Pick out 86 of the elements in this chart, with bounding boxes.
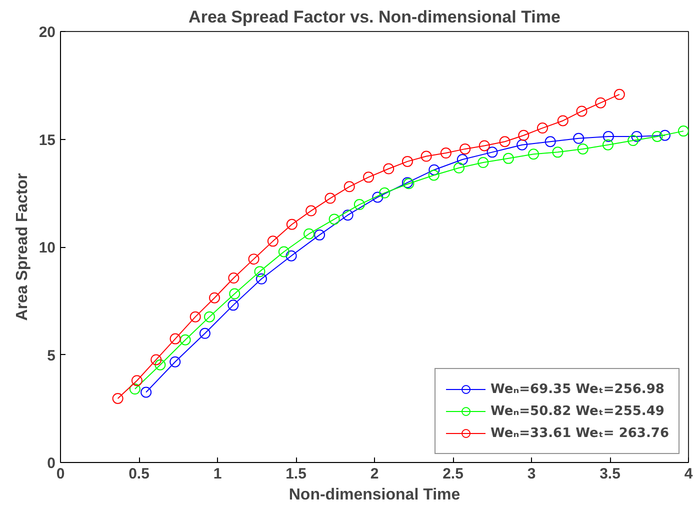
point — [328, 214, 340, 225]
point — [456, 154, 468, 165]
point — [229, 288, 240, 300]
x-tick-label: 1 — [213, 466, 222, 482]
point — [499, 136, 510, 148]
point — [140, 386, 152, 398]
legend-label: Weₙ=50.82 Weₜ=255.49 — [490, 404, 664, 418]
point — [129, 384, 140, 395]
point — [170, 333, 181, 344]
x-tick-label: 4 — [684, 466, 694, 482]
point — [254, 266, 266, 278]
point — [354, 199, 365, 210]
point — [112, 393, 124, 404]
point — [324, 192, 336, 204]
point — [344, 181, 355, 192]
point — [614, 88, 625, 100]
point — [502, 152, 514, 164]
point — [248, 254, 260, 265]
point — [402, 156, 413, 167]
point — [518, 130, 530, 141]
point — [577, 143, 588, 154]
point — [228, 300, 239, 311]
point — [652, 130, 663, 142]
legend-label: Weₙ=33.61 Weₜ= 263.76 — [490, 426, 669, 440]
y-tick-label: 10 — [38, 240, 56, 256]
x-tick-label: 3 — [527, 466, 536, 482]
point — [557, 115, 568, 126]
point — [453, 162, 464, 174]
point — [544, 136, 556, 148]
point — [180, 334, 191, 346]
point — [478, 140, 490, 152]
legend-label: Weₙ=69.35 Weₜ=256.98 — [490, 382, 664, 396]
point — [228, 272, 240, 284]
point — [286, 250, 297, 262]
point — [516, 139, 528, 150]
point — [363, 172, 374, 183]
point — [306, 205, 317, 216]
chart-title: Area Spread Factor vs. Non-dimensional Time — [188, 8, 560, 26]
y-tick-label: 15 — [38, 132, 56, 149]
point — [267, 236, 278, 247]
point — [372, 192, 384, 203]
point — [379, 187, 390, 198]
point — [304, 228, 315, 240]
x-tick-label: 2 — [370, 466, 379, 482]
point — [190, 311, 201, 322]
point — [631, 130, 642, 142]
point — [678, 126, 688, 137]
x-tick-label: 3.5 — [600, 466, 620, 482]
point — [628, 135, 639, 146]
point — [278, 246, 290, 258]
point — [154, 359, 166, 370]
point — [383, 163, 394, 174]
point — [209, 292, 220, 304]
y-tick-label: 5 — [47, 347, 56, 364]
point — [428, 170, 440, 181]
point — [602, 139, 614, 150]
point — [204, 311, 215, 322]
point — [420, 150, 432, 162]
point — [536, 122, 548, 134]
point — [460, 143, 471, 154]
point — [286, 218, 298, 230]
point — [486, 146, 498, 158]
point — [131, 375, 142, 386]
point — [170, 356, 181, 368]
point — [528, 148, 540, 160]
point — [342, 210, 354, 221]
point — [573, 132, 584, 144]
x-tick-label: 1.5 — [286, 466, 306, 482]
point — [256, 273, 267, 284]
y-axis-title: Area Spread Factor — [14, 173, 31, 321]
point — [428, 164, 440, 176]
point — [552, 146, 564, 158]
point — [478, 157, 489, 168]
point — [314, 229, 326, 240]
point — [602, 130, 614, 142]
x-axis-title: Non-dimensional Time — [288, 486, 460, 504]
point — [595, 97, 606, 108]
point — [659, 130, 670, 141]
y-tick-label: 20 — [38, 24, 56, 41]
y-tick-label: 0 — [47, 455, 56, 472]
x-tick-label: 0.5 — [128, 466, 150, 482]
point — [150, 354, 162, 366]
x-tick-label: 2.5 — [442, 466, 464, 482]
point — [576, 106, 588, 117]
point — [199, 328, 210, 339]
point — [440, 148, 452, 159]
